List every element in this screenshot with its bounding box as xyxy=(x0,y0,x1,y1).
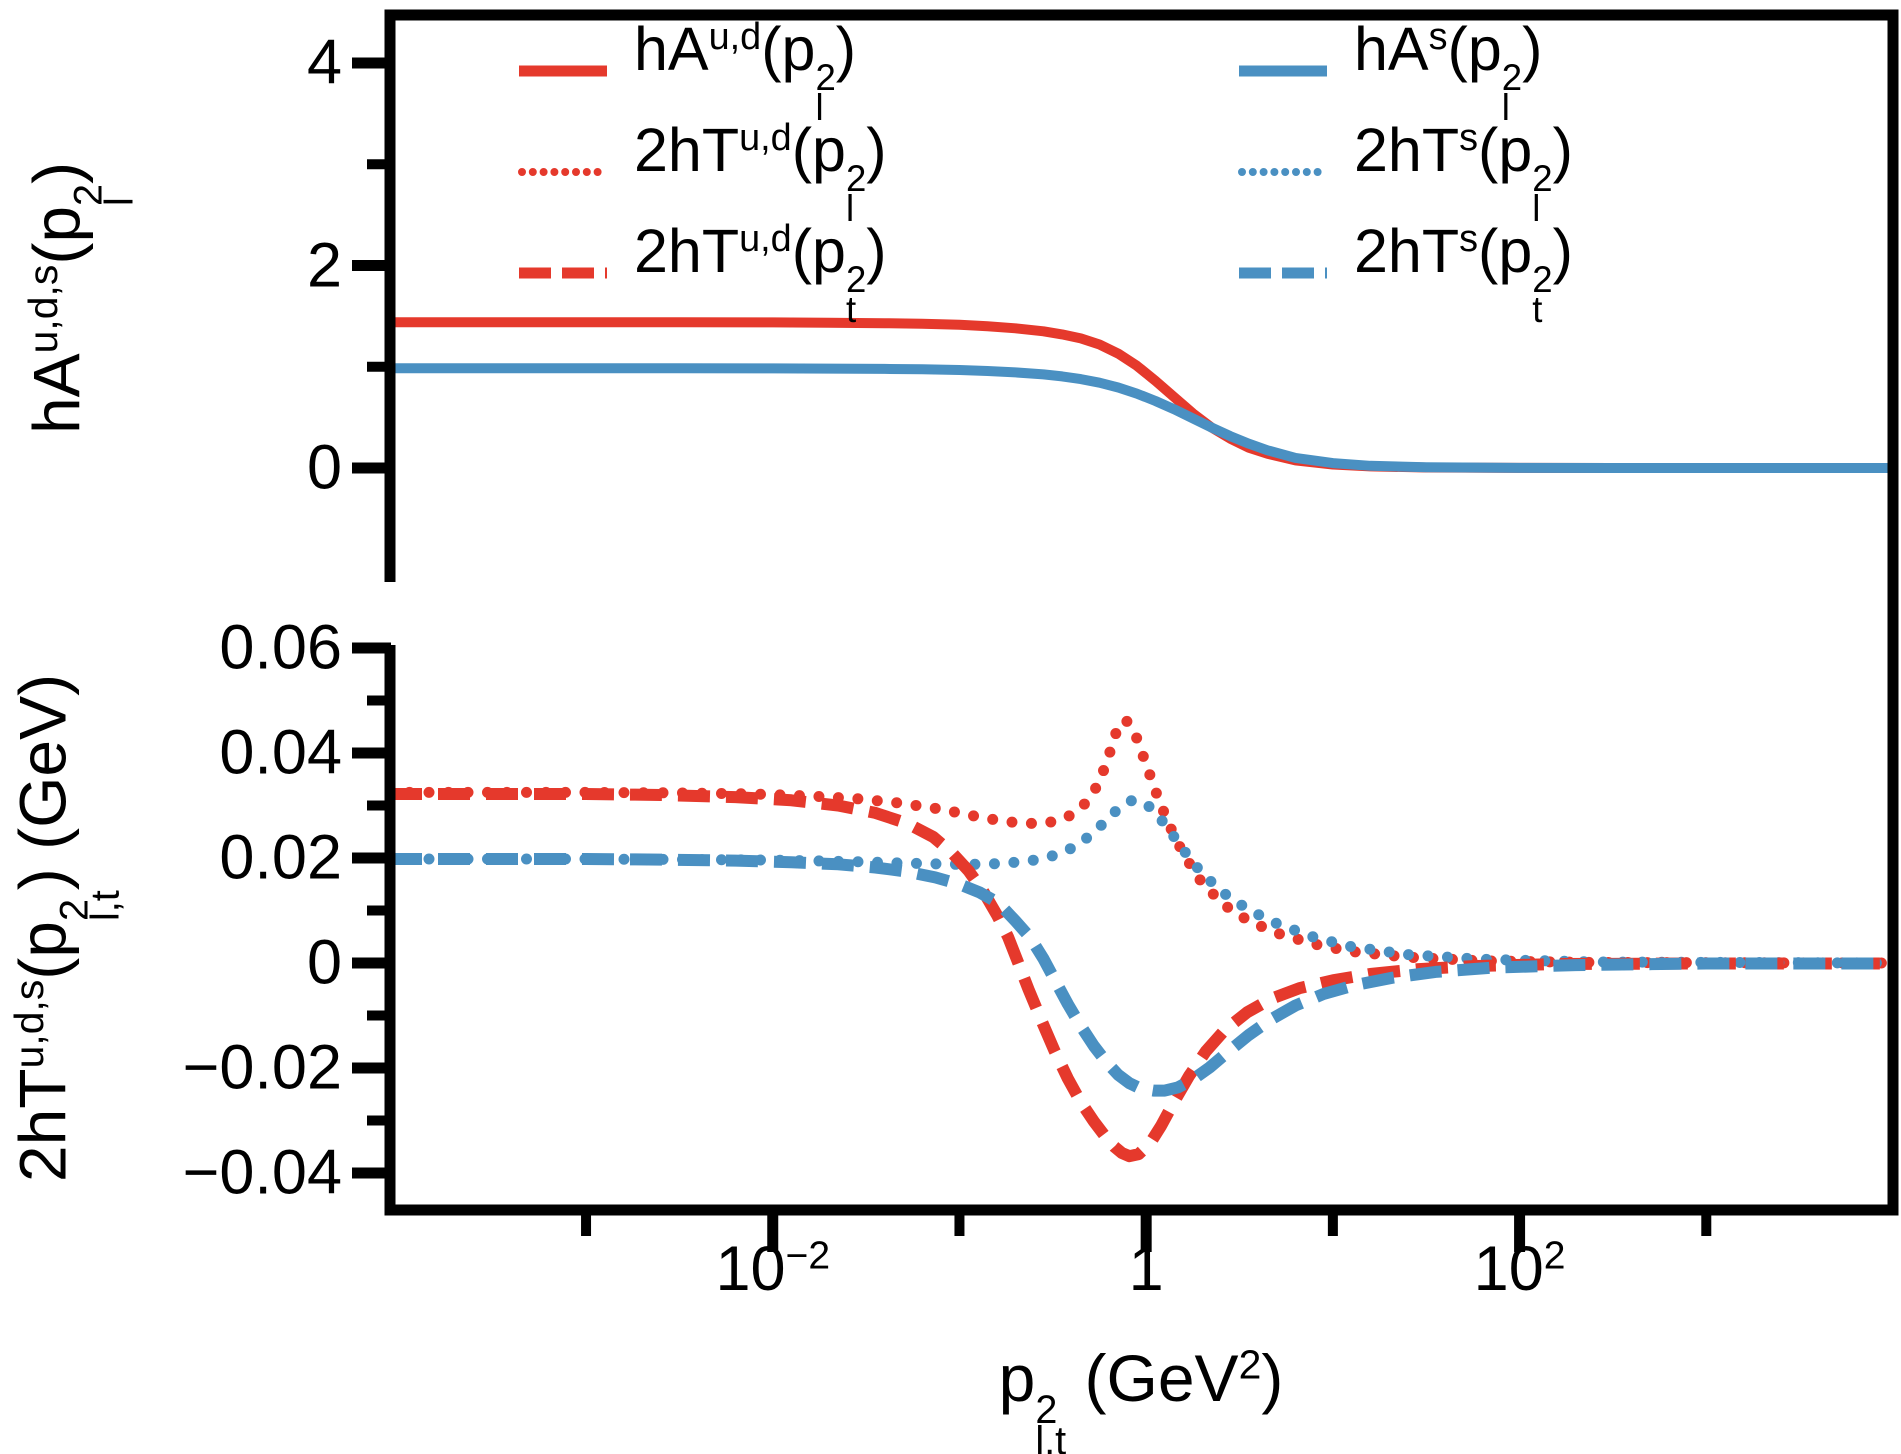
legend-item-label: hAs(p 2 l) xyxy=(1354,15,1543,128)
x-tick-label: 1 xyxy=(1128,1234,1164,1304)
legend-item: 2hTu,d(p 2 l) xyxy=(518,116,887,229)
legend-item: 2hTu,d(p 2 t) xyxy=(518,217,887,330)
y-tick-label-bottom: 0 xyxy=(306,927,342,998)
legend-sample-solid xyxy=(519,65,607,76)
legend-item-label: 2hTu,d(p 2 l) xyxy=(634,116,887,229)
legend-item-label: hAu,d(p 2 l) xyxy=(634,15,857,128)
y-tick-label-top: 4 xyxy=(306,27,342,98)
bottom-panel-curves xyxy=(390,715,1893,1163)
legend-sample-solid xyxy=(1239,65,1327,76)
curve-dotted-blue xyxy=(390,794,1893,969)
legend-item: hAu,d(p 2 l) xyxy=(518,15,887,128)
legend-item: 2hTs(p 2 l) xyxy=(1238,116,1573,229)
top-y-axis-label: hAu,d,s(p 2 l) xyxy=(19,161,142,435)
curve-solid-blue xyxy=(390,363,1893,473)
legend-column-left: hAu,d(p 2 l) 2hTu,d(p 2 l) 2hTu,d(p 2 t) xyxy=(518,15,887,330)
y-tick-label-bottom: 0.06 xyxy=(219,612,342,683)
y-tick-label-bottom: 0.04 xyxy=(219,717,342,788)
x-tick-label: 10−2 xyxy=(715,1234,831,1304)
y-tick-label-top: 2 xyxy=(306,230,342,300)
y-tick-label-bottom: −0.04 xyxy=(182,1137,342,1208)
y-tick-label-top: 0 xyxy=(306,432,342,503)
x-axis-label: p 2 l,t (GeV2) xyxy=(998,1341,1284,1454)
legend-sample-dashed xyxy=(1239,267,1327,278)
legend-column-right: hAs(p 2 l) 2hTs(p 2 l) 2hTs(p 2 t) xyxy=(1238,15,1573,330)
x-tick-label: 102 xyxy=(1473,1234,1566,1304)
curve-dotted-red xyxy=(390,715,1893,969)
legend-item: hAs(p 2 l) xyxy=(1238,15,1573,128)
legend-sample-dashed xyxy=(519,267,607,278)
legend-item-label: 2hTs(p 2 t) xyxy=(1354,217,1573,330)
top-panel-curves xyxy=(390,317,1893,473)
y-tick-label-bottom: 0.02 xyxy=(219,822,342,893)
axes-ticks xyxy=(352,57,1712,1252)
legend-item-label: 2hTu,d(p 2 t) xyxy=(634,217,887,330)
legend-item-label: 2hTs(p 2 l) xyxy=(1354,116,1573,229)
legend-sample-dotted xyxy=(1238,167,1328,176)
y-tick-label-bottom: −0.02 xyxy=(182,1032,342,1103)
legend-sample-dotted xyxy=(518,167,608,176)
curve-dashed-red xyxy=(390,788,1893,1163)
curve-dashed-blue xyxy=(390,853,1893,1097)
legend-item: 2hTs(p 2 t) xyxy=(1238,217,1573,330)
